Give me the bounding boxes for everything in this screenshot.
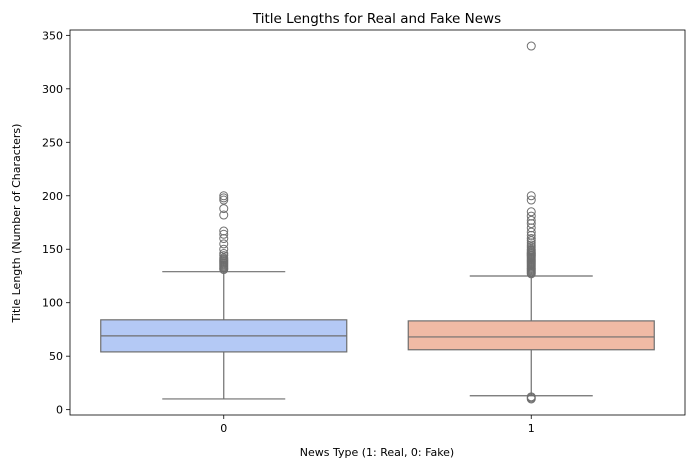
outlier-point: [219, 253, 229, 263]
outlier-point: [526, 41, 536, 51]
outlier-point: [526, 223, 536, 233]
outlier-point: [526, 392, 536, 402]
outlier-point: [219, 195, 229, 205]
outlier-point: [526, 207, 536, 217]
outlier-point: [219, 193, 229, 203]
outlier-point: [219, 251, 229, 261]
outlier-point: [219, 204, 229, 214]
outlier-point: [219, 244, 229, 254]
axes-frame: [69, 29, 686, 416]
y-axis-label: Title Length (Number of Characters): [10, 124, 23, 324]
outlier-point: [219, 234, 229, 244]
outlier-point: [526, 234, 536, 244]
y-tick-label: 0: [56, 404, 63, 417]
outlier-point: [526, 230, 536, 240]
outlier-point: [219, 210, 229, 220]
outlier-point: [219, 226, 229, 236]
y-tick-label: 150: [42, 243, 63, 256]
y-axis: 0 50 100 150 200 250 300 350: [42, 29, 70, 417]
outlier-point: [526, 227, 536, 237]
x-tick-label: 0: [220, 422, 227, 435]
y-tick-label: 200: [42, 190, 63, 203]
outlier-point: [219, 229, 229, 239]
y-tick-label: 350: [42, 29, 63, 42]
y-tick-label: 50: [49, 350, 63, 363]
outlier-point: [219, 191, 229, 201]
outlier-point: [219, 249, 229, 259]
box-group-0: [100, 191, 348, 400]
y-tick-label: 250: [42, 136, 63, 149]
x-axis-label: News Type (1: Real, 0: Fake): [300, 446, 454, 459]
outlier-point: [526, 195, 536, 205]
outlier-point: [526, 236, 536, 246]
outlier-point: [526, 215, 536, 225]
outlier-point: [526, 219, 536, 229]
outlier-point: [526, 238, 536, 248]
outlier-point: [526, 244, 536, 254]
outlier-point: [219, 239, 229, 249]
box-group-1: [407, 41, 655, 404]
plot-area: [69, 29, 686, 416]
outlier-point: [526, 240, 536, 250]
x-tick-label: 1: [528, 422, 535, 435]
outlier-point: [526, 242, 536, 252]
y-tick-label: 100: [42, 297, 63, 310]
outlier-point: [526, 211, 536, 221]
iqr-box: [407, 320, 655, 351]
chart-title: Title Lengths for Real and Fake News: [252, 11, 501, 27]
outlier-point: [526, 191, 536, 201]
y-tick-label: 300: [42, 83, 63, 96]
